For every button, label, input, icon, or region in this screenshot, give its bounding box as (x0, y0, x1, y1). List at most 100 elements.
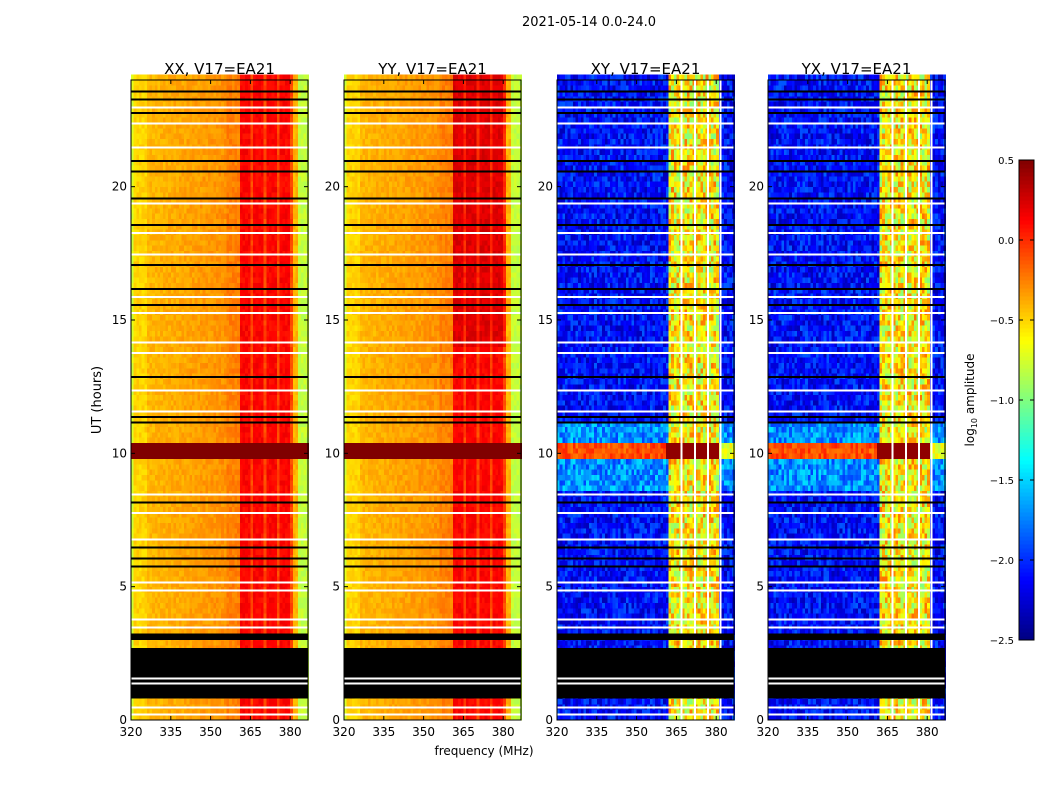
heatmap-cell (231, 592, 235, 598)
heatmap-cell (154, 709, 158, 715)
heatmap-cell (229, 341, 233, 347)
heatmap-cell (303, 378, 307, 385)
heatmap-cell (255, 560, 259, 566)
heatmap-cell (231, 394, 235, 401)
heatmap-cell (263, 581, 267, 587)
heatmap-cell (298, 613, 302, 619)
heatmap-cell (173, 405, 177, 411)
heatmap-cell (207, 565, 211, 571)
heatmap-cell (178, 522, 182, 529)
heatmap-cell (218, 394, 222, 401)
heatmap-cell (146, 618, 150, 625)
heatmap-cell (274, 480, 278, 486)
heatmap-cell (258, 517, 262, 523)
heatmap-cell (287, 496, 291, 502)
heatmap-cell (242, 400, 246, 406)
heatmap-cell (274, 453, 278, 459)
heatmap-cell (237, 565, 241, 571)
heatmap-cell (138, 485, 142, 491)
heatmap-cell (210, 592, 214, 598)
heatmap-cell (245, 389, 249, 395)
heatmap-cell (157, 458, 161, 465)
heatmap-cell (274, 341, 278, 347)
heatmap-cell (146, 608, 150, 614)
heatmap-cell (274, 394, 278, 401)
heatmap-cell (144, 453, 148, 459)
heatmap-cell (287, 581, 291, 587)
heatmap-cell (258, 522, 262, 529)
heatmap-cell (194, 597, 198, 603)
heatmap-cell (237, 442, 241, 449)
heatmap-cell (184, 485, 188, 491)
heatmap-cell (300, 698, 304, 705)
heatmap-cell (194, 506, 198, 513)
heatmap-cell (133, 522, 137, 529)
heatmap-cell (284, 416, 288, 422)
heatmap-cell (162, 442, 166, 449)
heatmap-cell (173, 368, 177, 374)
heatmap-cell (263, 405, 267, 411)
heatmap-cell (194, 400, 198, 406)
heatmap-cell (287, 613, 291, 619)
heatmap-cell (194, 640, 198, 646)
heatmap-cell (279, 640, 283, 646)
heatmap-cell (152, 426, 156, 433)
heatmap-cell (176, 602, 180, 609)
heatmap-cell (247, 629, 251, 635)
heatmap-cell (144, 357, 148, 363)
heatmap-cell (226, 549, 230, 555)
heatmap-cell (213, 400, 217, 406)
heatmap-cell (133, 538, 137, 545)
heatmap-cell (184, 608, 188, 614)
heatmap-cell (194, 362, 198, 369)
heatmap-cell (279, 597, 283, 603)
heatmap-cell (168, 458, 172, 465)
heatmap-cell (290, 394, 294, 401)
heatmap-cell (149, 538, 153, 545)
heatmap-cell (221, 458, 225, 465)
heatmap-cell (261, 506, 264, 513)
heatmap-cell (133, 437, 137, 443)
heatmap-cell (131, 581, 134, 587)
heatmap-cell (138, 336, 142, 342)
heatmap-cell (271, 485, 275, 491)
heatmap-cell (282, 592, 286, 598)
heatmap-cell (152, 330, 156, 337)
heatmap-cell (274, 640, 278, 646)
heatmap-cell (258, 432, 262, 438)
heatmap-cell (205, 597, 209, 603)
heatmap-cell (213, 549, 217, 555)
heatmap-cell (146, 341, 150, 347)
heatmap-cell (292, 698, 296, 705)
heatmap-cell (176, 485, 180, 491)
heatmap-cell (271, 400, 275, 406)
heatmap-cell (133, 517, 137, 523)
heatmap-cell (133, 405, 137, 411)
heatmap-cell (303, 437, 307, 443)
heatmap-cell (215, 389, 219, 395)
heatmap-cell (239, 560, 243, 566)
heatmap-cell (234, 608, 238, 614)
heatmap-cell (226, 560, 230, 566)
heatmap-cell (157, 528, 161, 534)
heatmap-cell (162, 325, 166, 331)
heatmap-cell (176, 597, 180, 603)
heatmap-cell (178, 602, 182, 609)
heatmap-cell (152, 320, 156, 326)
heatmap-cell (263, 368, 267, 374)
heatmap-cell (165, 432, 169, 438)
heatmap-cell (131, 613, 134, 619)
heatmap-cell (242, 581, 246, 587)
heatmap-cell (184, 474, 188, 481)
heatmap-cell (152, 368, 156, 374)
heatmap-cell (152, 469, 156, 475)
heatmap-cell (231, 410, 235, 417)
heatmap-cell (192, 437, 195, 443)
heatmap-cell (184, 592, 188, 598)
heatmap-cell (250, 522, 254, 529)
heatmap-cell (138, 640, 142, 646)
heatmap-cell (245, 597, 249, 603)
heatmap-cell (154, 384, 158, 390)
heatmap-cell (253, 448, 257, 454)
heatmap-cell (165, 698, 169, 705)
